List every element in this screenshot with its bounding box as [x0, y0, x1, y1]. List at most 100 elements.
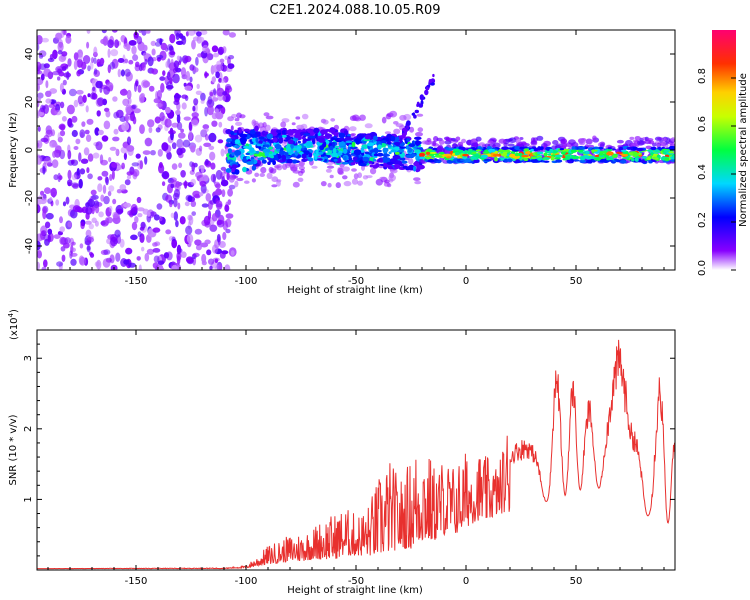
- spectrogram-cell: [599, 152, 604, 156]
- spectrogram-cell: [77, 95, 84, 105]
- spectrogram-cell: [243, 128, 251, 132]
- spectrogram-cell: [418, 152, 426, 157]
- spectrogram-cell: [373, 153, 379, 157]
- spectrogram-cell: [71, 174, 77, 181]
- spectrogram-cell: [199, 145, 203, 152]
- spectrogram-cell: [187, 195, 193, 202]
- spectrogram-cell: [124, 68, 131, 77]
- spectrogram-cell: [204, 127, 209, 132]
- spectrogram-cell: [630, 142, 638, 148]
- spectrogram-cell: [170, 212, 175, 218]
- spectrogram-cell: [305, 140, 313, 147]
- colorbar-tick-label: 0.8: [697, 68, 708, 84]
- y-tick-label: -20: [24, 190, 35, 206]
- spectrogram-cell: [400, 160, 408, 164]
- spectrogram-cell: [313, 127, 320, 134]
- spectrogram-cell: [614, 158, 619, 161]
- spectrogram-cell: [82, 94, 87, 103]
- spectrogram-cell: [79, 168, 86, 175]
- spectrogram-cell: [42, 206, 48, 214]
- spectrogram-cell: [384, 179, 390, 184]
- spectrogram-cell: [224, 204, 230, 212]
- spectrogram-cell: [326, 165, 335, 169]
- spectrogram-cell: [470, 156, 477, 160]
- spectrogram-cell: [523, 148, 530, 152]
- spectrogram-cell: [364, 151, 370, 155]
- spectrogram-cell: [82, 55, 91, 64]
- spectrogram-cell: [254, 125, 259, 132]
- spectrogram-cell: [220, 78, 226, 84]
- spectrogram-cell: [297, 177, 304, 182]
- spectrogram-cell: [298, 161, 304, 167]
- spectrogram-cell: [87, 153, 94, 162]
- spectrogram-cell: [59, 82, 64, 93]
- spectrogram-cell: [191, 162, 195, 172]
- spectrogram-cell: [403, 128, 408, 133]
- spectrogram-cell: [37, 126, 41, 132]
- spectrogram-cell: [468, 148, 473, 151]
- spectrogram-cell: [333, 158, 338, 162]
- spectrogram-cell: [572, 155, 580, 160]
- spectrogram-cell: [428, 158, 435, 163]
- spectrogram-cell: [81, 121, 86, 127]
- spectrogram-cell: [651, 157, 659, 160]
- spectrogram-cell: [487, 140, 494, 144]
- spectrogram-cell: [424, 89, 429, 96]
- spectrogram-cell: [133, 108, 141, 114]
- spectrogram-cell: [180, 251, 187, 258]
- spectrogram-cell: [648, 140, 655, 145]
- spectrogram-cell: [180, 67, 187, 77]
- spectrogram-cell: [434, 153, 440, 156]
- spectrogram-cell: [93, 68, 98, 75]
- spectrogram-cell: [158, 163, 165, 174]
- spectrogram-cell: [159, 215, 163, 222]
- spectrogram-cell: [191, 211, 196, 217]
- spectrogram-cell: [197, 53, 203, 58]
- spectrogram-cell: [209, 91, 214, 97]
- spectrogram-cell: [276, 129, 282, 134]
- spectrogram-cell: [126, 89, 132, 100]
- spectrogram-cell: [512, 155, 521, 159]
- spectrogram-cell: [112, 211, 119, 219]
- spectrogram-cell: [254, 172, 260, 177]
- spectrogram-cell: [271, 184, 278, 188]
- spectrogram-cell: [342, 166, 350, 172]
- spectrogram-cell: [309, 130, 315, 136]
- spectrogram-cell: [399, 146, 407, 149]
- spectrogram-cell: [224, 264, 231, 270]
- spectrogram-cell: [222, 30, 230, 36]
- spectrogram-cell: [646, 156, 652, 161]
- spectrogram-cell: [100, 194, 105, 202]
- spectrogram-cell: [592, 135, 597, 141]
- spectrogram-cell: [81, 61, 87, 70]
- spectrogram-cell: [578, 151, 587, 154]
- spectrogram-cell: [573, 159, 580, 162]
- spectrogram-cell: [104, 217, 110, 226]
- spectrogram-cell: [415, 132, 423, 137]
- spectrogram-cell: [171, 236, 176, 242]
- spectrogram-cell: [271, 176, 279, 183]
- spectrogram-cell: [218, 263, 223, 270]
- spectrogram-cell: [109, 146, 117, 151]
- spectrogram-cell: [221, 189, 226, 198]
- spectrogram-cell: [87, 93, 91, 98]
- spectrogram-cell: [226, 171, 230, 181]
- spectrogram-cell: [364, 134, 371, 140]
- spectrogram-cell: [159, 112, 165, 122]
- spectrogram-cell: [105, 110, 111, 118]
- spectrogram-cell: [432, 73, 435, 78]
- spectrogram-cell: [206, 105, 214, 116]
- spectrogram-cell: [123, 259, 130, 265]
- spectrogram-cell: [186, 233, 194, 244]
- snr-panel: -150 -100 -50 0 50 1 2 3 Height of straight li…: [7, 309, 676, 596]
- spectrogram-cell: [170, 58, 174, 68]
- spectrogram-cell: [506, 147, 515, 150]
- spectrogram-cell: [123, 43, 130, 50]
- spectrogram-cell: [492, 153, 500, 157]
- spectrogram-cell: [128, 40, 137, 46]
- spectrogram-cell: [635, 147, 644, 152]
- spectrogram-cell: [555, 159, 563, 163]
- spectrogram-cell: [44, 221, 51, 229]
- spectrogram-cell: [373, 160, 378, 164]
- spectrogram-cell: [142, 150, 151, 156]
